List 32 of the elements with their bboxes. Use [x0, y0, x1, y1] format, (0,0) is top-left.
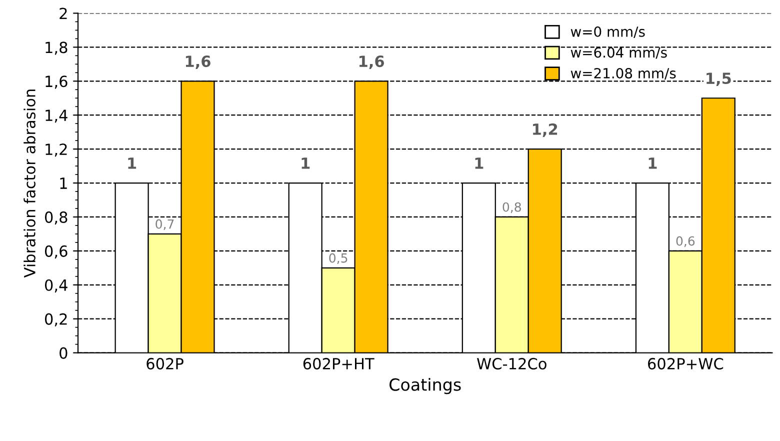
x-axis-title: Coatings: [390, 378, 461, 394]
data-label: 1: [475, 158, 484, 169]
data-label: 0,5: [329, 253, 348, 264]
y-tick-label: 0,8: [44, 211, 68, 225]
data-label: 1: [128, 158, 136, 169]
y-tick-label: 1,4: [46, 110, 68, 123]
legend-label: w=21.08 mm/s: [570, 68, 676, 80]
data-label: 1,2: [533, 123, 558, 137]
y-tick-label: 2: [60, 8, 67, 20]
y-tick-label: 0,4: [44, 279, 68, 292]
data-label: 0,7: [156, 219, 174, 230]
x-tick-label: WC-12Co: [477, 358, 546, 370]
x-tick-label: 602P+HT: [303, 358, 374, 370]
legend-label: w=6.04 mm/s: [570, 47, 667, 59]
legend-label: w=0 mm/s: [570, 26, 645, 38]
y-tick-label: 1: [60, 178, 67, 189]
y-tick-label: 1,8: [46, 42, 68, 55]
data-label: 0,6: [676, 236, 695, 248]
y-tick-label: 1,2: [46, 144, 67, 157]
y-tick-label: 1,6: [46, 76, 68, 89]
y-tick-label: 0,2: [44, 313, 67, 326]
data-label: 1: [302, 158, 310, 169]
data-label: 1: [648, 158, 657, 169]
x-tick-label: 602P: [146, 358, 184, 370]
y-tick-label: 0,6: [44, 245, 68, 259]
data-label: 1,6: [359, 56, 384, 70]
y-tick-label: 0: [60, 347, 68, 359]
data-label: 0,8: [502, 202, 521, 214]
data-label: 1,5: [706, 72, 731, 86]
y-axis-title: Vibration factor abrasion: [24, 90, 36, 278]
x-tick-label: 602P+WC: [648, 358, 724, 370]
data-label: 1,6: [186, 56, 210, 70]
